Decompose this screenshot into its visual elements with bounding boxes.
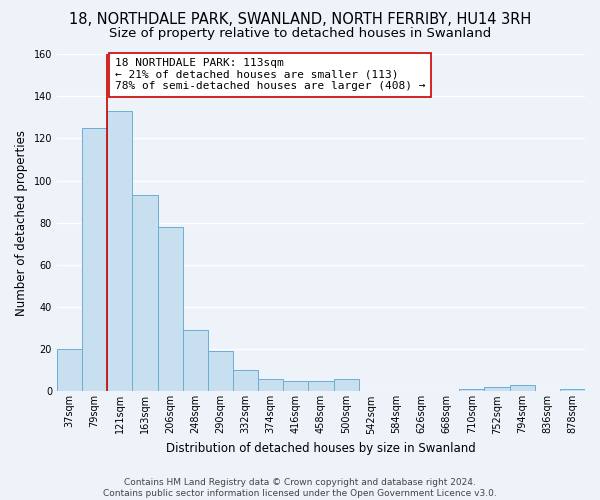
Bar [233,370,258,392]
Bar [82,128,107,392]
Bar [459,390,484,392]
Text: Size of property relative to detached houses in Swanland: Size of property relative to detached ho… [109,28,491,40]
Bar [57,349,82,392]
Bar [158,227,182,392]
Bar [484,387,509,392]
Bar [182,330,208,392]
Text: 18, NORTHDALE PARK, SWANLAND, NORTH FERRIBY, HU14 3RH: 18, NORTHDALE PARK, SWANLAND, NORTH FERR… [69,12,531,28]
X-axis label: Distribution of detached houses by size in Swanland: Distribution of detached houses by size … [166,442,476,455]
Bar [208,352,233,392]
Bar [509,385,535,392]
Bar [107,111,133,392]
Text: 18 NORTHDALE PARK: 113sqm
← 21% of detached houses are smaller (113)
78% of semi: 18 NORTHDALE PARK: 113sqm ← 21% of detac… [115,58,425,92]
Bar [133,196,158,392]
Bar [308,381,334,392]
Bar [258,378,283,392]
Bar [560,390,585,392]
Text: Contains HM Land Registry data © Crown copyright and database right 2024.
Contai: Contains HM Land Registry data © Crown c… [103,478,497,498]
Y-axis label: Number of detached properties: Number of detached properties [15,130,28,316]
Bar [334,378,359,392]
Bar [283,381,308,392]
